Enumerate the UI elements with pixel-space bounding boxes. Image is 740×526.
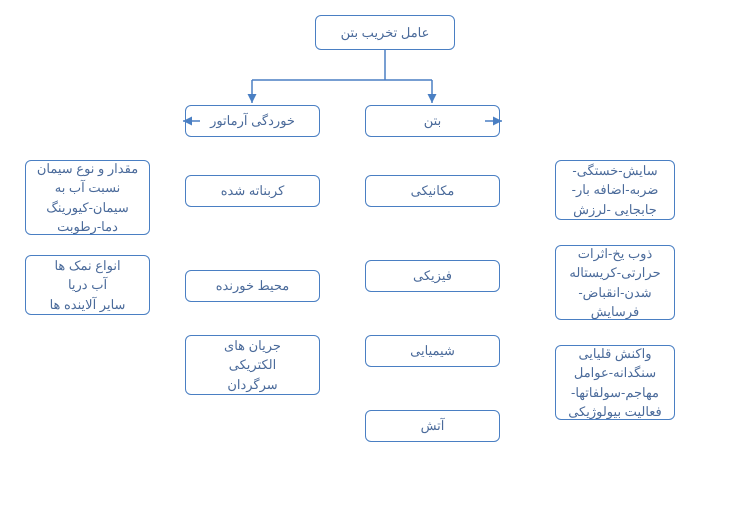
node-env-detail-label: انواع نمک هاآب دریاسایر آلاینده ها xyxy=(50,256,126,315)
node-mechanical: مکانیکی xyxy=(365,175,500,207)
node-root: عامل تخریب بتن xyxy=(315,15,455,50)
node-phys-detail-label: ذوب یخ-اثراتحرارتی-کریستالهشدن-انقباض-فر… xyxy=(569,244,660,322)
node-beton: بتن xyxy=(365,105,500,137)
node-fire: آتش xyxy=(365,410,500,442)
node-elec-current-label: جریان هایالکتریکیسرگردان xyxy=(224,336,281,395)
node-carb-detail: مقدار و نوع سیماننسبت آب بهسیمان-کیورینگ… xyxy=(25,160,150,235)
node-env-corrosive: محیط خورنده xyxy=(185,270,320,302)
node-elec-current: جریان هایالکتریکیسرگردان xyxy=(185,335,320,395)
node-chemical-label: شیمیایی xyxy=(410,341,455,361)
node-beton-label: بتن xyxy=(424,111,441,131)
node-chemical: شیمیایی xyxy=(365,335,500,367)
node-mech-detail: سایش-خستگی-ضربه-اضافه بار-جابجایی -لرزش xyxy=(555,160,675,220)
node-root-label: عامل تخریب بتن xyxy=(341,23,430,43)
node-chem-detail: واکنش قلیاییسنگدانه-عواملمهاجم-سولفاتها-… xyxy=(555,345,675,420)
node-mech-detail-label: سایش-خستگی-ضربه-اضافه بار-جابجایی -لرزش xyxy=(572,161,659,220)
node-armature-label: خوردگی آرماتور xyxy=(210,111,295,131)
node-chem-detail-label: واکنش قلیاییسنگدانه-عواملمهاجم-سولفاتها-… xyxy=(568,344,662,422)
node-carbonate-label: کربناته شده xyxy=(221,181,285,201)
node-env-detail: انواع نمک هاآب دریاسایر آلاینده ها xyxy=(25,255,150,315)
node-fire-label: آتش xyxy=(421,416,445,436)
node-phys-detail: ذوب یخ-اثراتحرارتی-کریستالهشدن-انقباض-فر… xyxy=(555,245,675,320)
node-armature: خوردگی آرماتور xyxy=(185,105,320,137)
node-physical: فیزیکی xyxy=(365,260,500,292)
node-physical-label: فیزیکی xyxy=(413,266,452,286)
node-mechanical-label: مکانیکی xyxy=(411,181,455,201)
node-carb-detail-label: مقدار و نوع سیماننسبت آب بهسیمان-کیورینگ… xyxy=(37,159,138,237)
node-carbonate: کربناته شده xyxy=(185,175,320,207)
node-env-corrosive-label: محیط خورنده xyxy=(216,276,290,296)
